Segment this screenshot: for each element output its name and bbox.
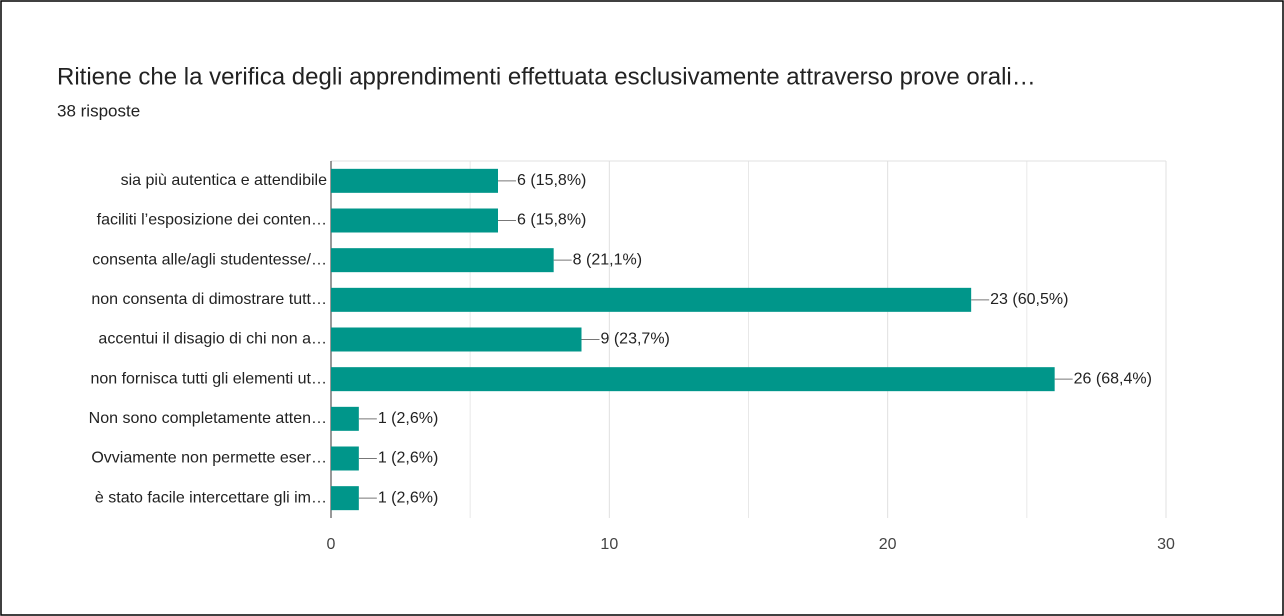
y-tick-label: è stato facile intercettare gli im… <box>95 489 327 506</box>
chart-subtitle: 38 risposte <box>57 101 140 120</box>
y-tick-label: accentui il disagio di chi non a… <box>98 331 327 348</box>
y-tick-label: Non sono completamente atten… <box>89 410 327 427</box>
bar <box>331 208 498 233</box>
y-tick-label: sia più autentica e attendibile <box>121 172 327 189</box>
x-tick-label: 0 <box>327 536 336 553</box>
bar <box>331 168 498 193</box>
value-label: 1 (2,6%) <box>378 489 438 506</box>
y-tick-label: non consenta di dimostrare tutt… <box>91 291 327 308</box>
bar <box>331 327 582 352</box>
x-tick-label: 30 <box>1157 536 1175 553</box>
value-label: 6 (15,8%) <box>517 212 586 229</box>
value-label: 1 (2,6%) <box>378 410 438 427</box>
value-label: 6 (15,8%) <box>517 172 586 189</box>
value-label: 9 (23,7%) <box>601 331 670 348</box>
bar <box>331 446 359 471</box>
x-tick-label: 10 <box>600 536 618 553</box>
bar <box>331 406 359 431</box>
bar <box>331 287 972 312</box>
y-tick-label: non fornisca tutti gli elementi ut… <box>90 370 327 387</box>
bar <box>331 367 1055 392</box>
y-tick-label: Ovviamente non permette eser… <box>91 450 327 467</box>
chart-title: Ritiene che la verifica degli apprendime… <box>57 63 1036 90</box>
value-label: 1 (2,6%) <box>378 450 438 467</box>
value-label: 23 (60,5%) <box>990 291 1068 308</box>
bar <box>331 486 359 511</box>
bar <box>331 248 554 273</box>
y-tick-label: consenta alle/agli studentesse/… <box>92 251 327 268</box>
x-tick-label: 20 <box>879 536 897 553</box>
value-label: 26 (68,4%) <box>1074 370 1152 387</box>
y-tick-label: faciliti l’esposizione dei conten… <box>97 212 327 229</box>
value-label: 8 (21,1%) <box>573 251 642 268</box>
